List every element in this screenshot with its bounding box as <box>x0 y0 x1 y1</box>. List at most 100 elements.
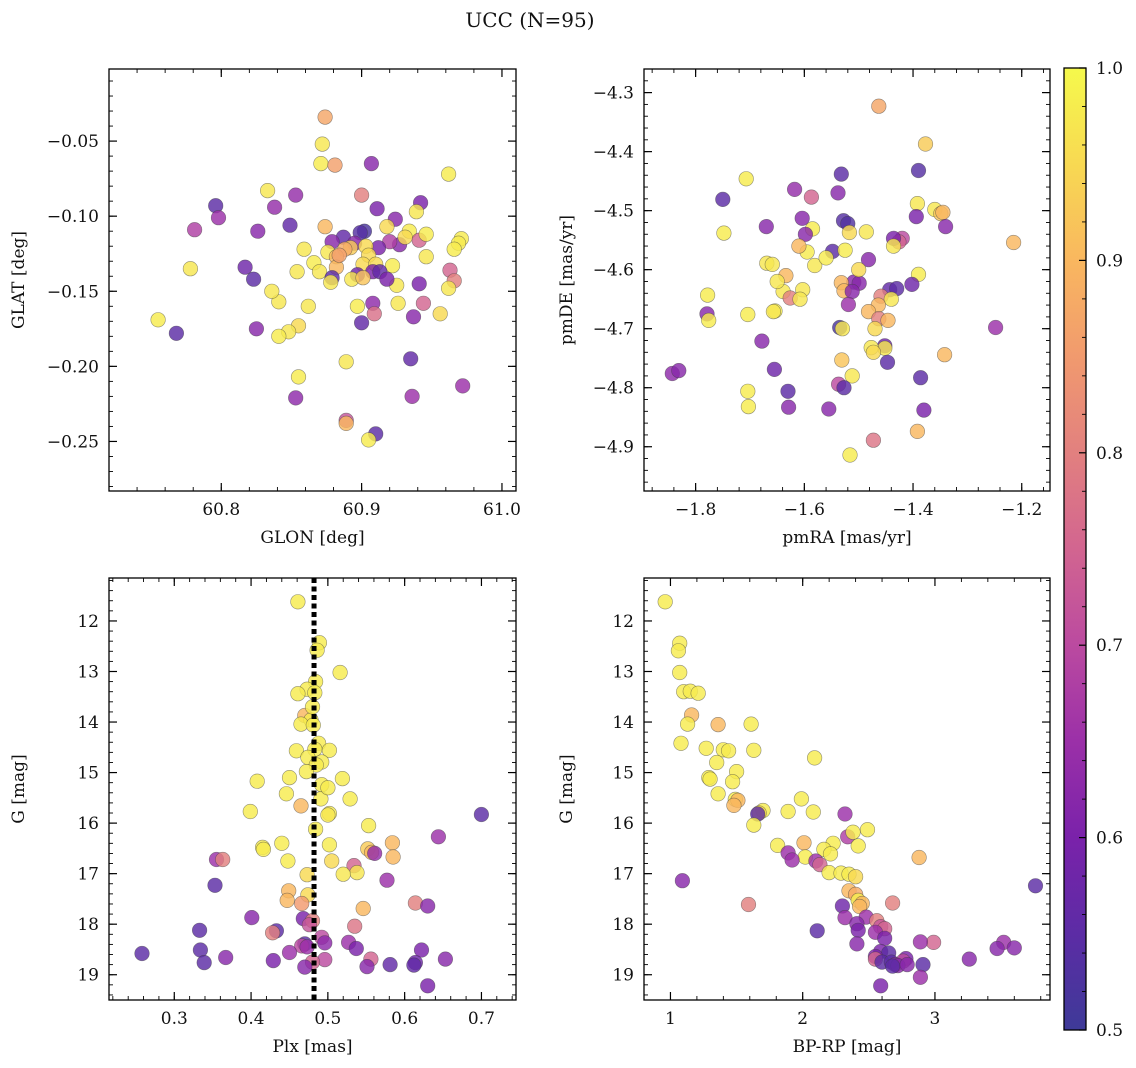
scatter-point <box>851 262 867 278</box>
y-tick-label: 17 <box>77 865 99 885</box>
scatter-point <box>925 934 942 951</box>
scatter-point <box>880 312 896 329</box>
x-tick-label: 61.0 <box>483 500 521 520</box>
scatter-point <box>267 199 283 215</box>
scatter-point <box>432 306 448 322</box>
scatter-point <box>701 312 717 329</box>
scatter-point <box>300 298 316 314</box>
scatter-point <box>865 432 882 448</box>
scatter-point <box>834 321 851 337</box>
scatter-point <box>418 249 434 265</box>
x-tick-label: 0.6 <box>391 1009 418 1029</box>
scatter-point <box>758 219 774 235</box>
scatter-point <box>317 951 333 968</box>
scatter-point <box>282 217 298 233</box>
scatter-point <box>910 162 927 179</box>
scatter-point <box>473 806 490 823</box>
scatter-point <box>187 222 203 238</box>
scatter-point <box>784 852 800 868</box>
scatter-points <box>664 98 1022 463</box>
scatter-point <box>709 754 725 771</box>
y-tick-label: −4.9 <box>593 438 634 458</box>
scatter-point <box>899 956 915 973</box>
y-tick-label: 16 <box>612 814 634 834</box>
y-tick-label: 16 <box>77 814 99 834</box>
scatter-point <box>842 447 858 463</box>
scatter-point <box>279 892 295 909</box>
scatter-point <box>415 295 432 311</box>
y-tick-label: 12 <box>77 612 99 632</box>
scatter-point <box>321 837 338 853</box>
y-tick-label: −4.3 <box>593 84 634 104</box>
scatter-point <box>917 136 934 152</box>
scatter-point <box>379 271 395 287</box>
scatter-point <box>260 183 276 199</box>
scatter-point <box>249 773 265 789</box>
scatter-point <box>830 185 846 201</box>
scatter-point <box>850 838 866 854</box>
scatter-point <box>740 399 757 415</box>
scatter-point <box>867 321 883 337</box>
y-tick-label: −0.20 <box>47 357 99 377</box>
scatter-point <box>369 201 385 217</box>
colorbar-tick-label: 0.9 <box>1096 251 1123 271</box>
y-tick-label: −0.25 <box>47 432 99 452</box>
scatter-point <box>320 807 336 823</box>
scatter-point <box>821 401 837 417</box>
scatter-point <box>726 797 742 814</box>
scatter-point <box>860 252 877 268</box>
colorbar-tick-label: 0.6 <box>1096 829 1123 849</box>
y-tick-label: −0.10 <box>47 207 99 227</box>
scatter-point <box>335 866 351 882</box>
scatter-point <box>367 845 383 862</box>
scatter-point <box>847 869 864 885</box>
scatter-point <box>182 261 198 277</box>
scatter-point <box>836 380 852 396</box>
scatter-point <box>841 224 858 241</box>
scatter-point <box>672 664 688 681</box>
y-tick-label: −0.05 <box>47 132 99 152</box>
colorbar: 0.5 0.6 0.7 0.8 0.9 1.0 <box>1063 59 1123 1041</box>
scatter-point <box>281 944 298 961</box>
colorbar-tick-label: 0.5 <box>1096 1021 1123 1041</box>
scatter-point <box>405 309 422 325</box>
scatter-point <box>720 743 737 759</box>
x-axis-label: pmRA [mas/yr] <box>782 528 911 548</box>
scatter-point <box>255 841 272 858</box>
scatter-point <box>833 166 849 182</box>
scatter-point <box>354 315 370 331</box>
scatter-point <box>359 958 375 975</box>
scatter-point <box>822 846 839 862</box>
scatter-point <box>192 922 208 938</box>
scatter-point <box>317 935 333 951</box>
y-tick-label: 18 <box>612 915 634 935</box>
scatter-point <box>332 664 348 681</box>
scatter-point <box>278 786 295 802</box>
scatter-point <box>912 370 929 386</box>
scatter-point <box>740 383 756 399</box>
scatter-point <box>806 750 823 766</box>
scatter-point <box>280 853 296 869</box>
scatter-point <box>317 219 333 235</box>
y-tick-label: −4.4 <box>593 143 634 163</box>
scatter-point <box>883 291 899 307</box>
scatter-point <box>342 791 358 807</box>
scatter-point <box>413 942 430 958</box>
scatter-point <box>837 909 853 926</box>
scatter-point <box>909 423 926 440</box>
scatter-point <box>418 226 434 242</box>
scatter-point <box>331 247 347 263</box>
scatter-point <box>237 259 253 275</box>
figure-title: UCC (N=95) <box>465 8 594 32</box>
scatter-point <box>716 225 732 241</box>
scatter-point <box>288 743 305 759</box>
scatter-point <box>281 769 298 786</box>
scatter-point <box>987 319 1004 336</box>
x-tick-label: −1.6 <box>784 500 825 520</box>
scatter-point <box>769 273 785 290</box>
scatter-point <box>859 822 876 838</box>
scatter-point <box>850 922 866 938</box>
scatter-point <box>937 219 954 235</box>
scatter-point <box>961 951 977 967</box>
